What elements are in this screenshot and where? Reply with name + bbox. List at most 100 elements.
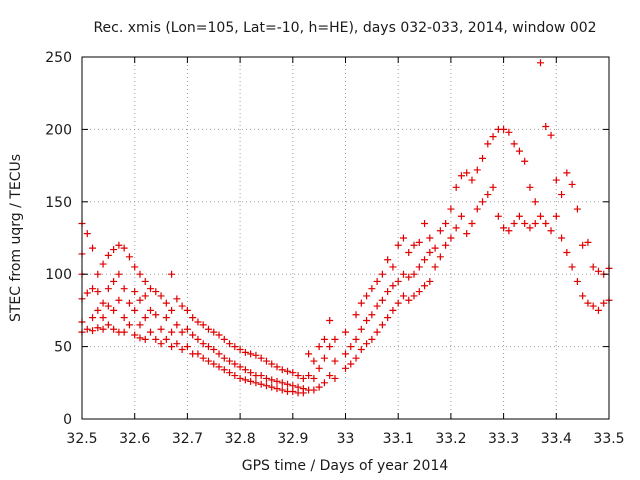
data-point: [257, 354, 265, 362]
data-point: [452, 183, 460, 191]
data-point: [162, 335, 170, 343]
data-point: [373, 277, 381, 285]
data-point: [236, 363, 244, 371]
data-point: [552, 176, 560, 184]
data-point: [594, 267, 602, 275]
data-point: [178, 302, 186, 310]
data-point: [147, 328, 155, 336]
data-point: [463, 230, 471, 238]
data-point: [473, 166, 481, 174]
data-point: [89, 327, 97, 335]
data-point: [210, 360, 218, 368]
data-point: [173, 340, 181, 348]
data-point: [352, 311, 360, 319]
data-point: [394, 299, 402, 307]
data-point: [262, 382, 270, 390]
data-point: [152, 335, 160, 343]
y-tick-labels: 0 50 100 150 200 250: [45, 50, 72, 428]
data-point: [299, 374, 307, 382]
data-point: [463, 169, 471, 177]
data-point: [573, 205, 581, 213]
data-point: [500, 224, 508, 232]
data-point: [563, 169, 571, 177]
data-point: [558, 234, 566, 242]
data-point: [94, 324, 102, 332]
data-point: [536, 59, 544, 67]
data-point: [447, 205, 455, 213]
data-point: [199, 340, 207, 348]
data-point: [384, 314, 392, 322]
data-point: [600, 299, 608, 307]
x-tick-label: 32.5: [66, 431, 97, 447]
data-point: [299, 389, 307, 397]
data-point: [526, 183, 534, 191]
data-point: [352, 335, 360, 343]
data-point: [368, 285, 376, 293]
data-point: [389, 282, 397, 290]
data-point: [110, 325, 118, 333]
data-point: [426, 277, 434, 285]
data-point: [410, 270, 418, 278]
x-tick-label: 33.4: [541, 431, 572, 447]
data-point: [363, 317, 371, 325]
data-point: [315, 383, 323, 391]
data-point: [415, 288, 423, 296]
data-point: [394, 277, 402, 285]
data-point: [315, 343, 323, 351]
data-point: [589, 302, 597, 310]
data-point: [584, 299, 592, 307]
data-point: [378, 296, 386, 304]
data-point: [510, 220, 518, 228]
data-point: [99, 299, 107, 307]
data-point: [515, 147, 523, 155]
data-point: [389, 263, 397, 271]
y-tick-label: 150: [45, 195, 72, 211]
data-point: [442, 220, 450, 228]
data-point: [415, 263, 423, 271]
data-point: [399, 234, 407, 242]
data-points: [78, 59, 613, 397]
data-point: [147, 306, 155, 314]
x-tick-label: 33.2: [435, 431, 466, 447]
data-point: [141, 277, 149, 285]
data-point: [136, 321, 144, 329]
data-point: [136, 270, 144, 278]
data-point: [457, 172, 465, 180]
data-point: [579, 241, 587, 249]
data-point: [484, 140, 492, 148]
x-tick-label: 33.1: [383, 431, 414, 447]
data-point: [152, 311, 160, 319]
data-point: [94, 288, 102, 296]
data-point: [120, 244, 128, 252]
data-point: [131, 288, 139, 296]
data-point: [89, 285, 97, 293]
data-point: [268, 376, 276, 384]
data-point: [310, 357, 318, 365]
data-point: [104, 251, 112, 259]
data-point: [320, 354, 328, 362]
data-point: [194, 318, 202, 326]
data-point: [226, 357, 234, 365]
data-point: [94, 306, 102, 314]
data-point: [162, 299, 170, 307]
data-point: [157, 325, 165, 333]
data-point: [294, 372, 302, 380]
data-point: [531, 198, 539, 206]
data-point: [252, 351, 260, 359]
data-point: [99, 260, 107, 268]
data-point: [241, 348, 249, 356]
data-point: [220, 354, 228, 362]
data-point: [494, 212, 502, 220]
data-point: [168, 306, 176, 314]
data-point: [305, 372, 313, 380]
data-point: [83, 289, 91, 297]
data-point: [215, 363, 223, 371]
data-point: [168, 270, 176, 278]
data-point: [131, 331, 139, 339]
x-tick-label: 32.7: [172, 431, 203, 447]
data-point: [584, 238, 592, 246]
data-point: [457, 212, 465, 220]
data-point: [563, 248, 571, 256]
data-point: [378, 270, 386, 278]
